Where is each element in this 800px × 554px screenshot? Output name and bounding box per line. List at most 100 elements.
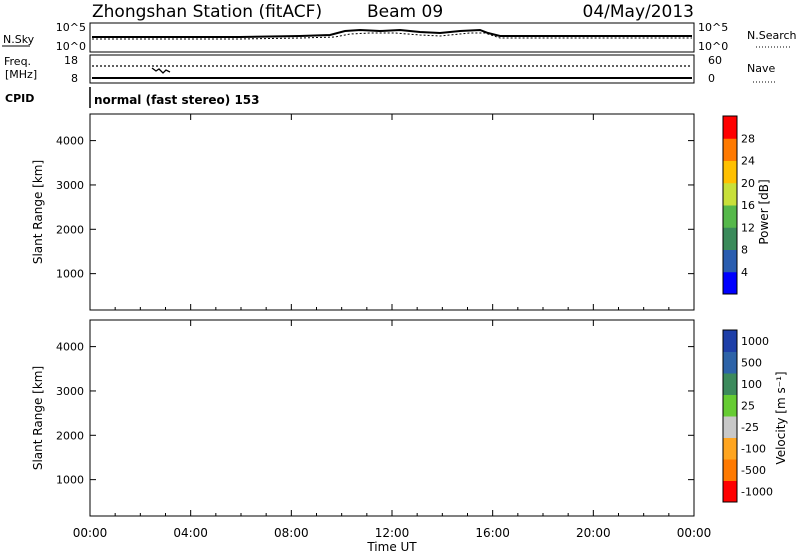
- colorbar-tick-label: 8: [741, 244, 748, 257]
- nsky-tick-top: 10^5: [56, 21, 86, 34]
- station-title: Zhongshan Station (fitACF): [92, 2, 322, 22]
- colorbar-tick-label: -25: [741, 421, 759, 434]
- colorbar-tick-label: 1000: [741, 335, 769, 348]
- colorbar-frame: [722, 115, 738, 295]
- freq-tick-bottom: 8: [71, 72, 78, 85]
- colorbar-swatch: [723, 182, 737, 206]
- echo-region: [384, 233, 398, 301]
- y-tick-label: 3000: [56, 179, 84, 192]
- colorbar-tick-label: 28: [741, 132, 755, 145]
- colorbar-tick-label: 16: [741, 199, 755, 212]
- time-tick-label: 16:00: [475, 526, 510, 540]
- colorbar-swatch: [723, 227, 737, 250]
- time-tick-label: 20:00: [576, 526, 611, 540]
- colorbar-tick-label: 4: [741, 266, 748, 279]
- velocity-colorbar: 1000 500 100 25 -25 -100 -500 -1000: [722, 329, 773, 503]
- colorbar-swatch: [723, 416, 737, 438]
- colorbar-tick-label: 100: [741, 378, 762, 391]
- colorbar-tick-label: 12: [741, 221, 755, 234]
- time-axis-labels: 00:00 04:00 08:00 12:00 16:00 20:00 00:00: [73, 526, 712, 540]
- power-colorbar: 28 24 20 16 12 8 4: [722, 115, 755, 295]
- echo-region: [568, 224, 591, 292]
- power-panel: 1000 2000 3000 4000 Slant Range [km]: [31, 113, 695, 311]
- colorbar-swatch: [723, 330, 737, 352]
- colorbar-tick-label: 24: [741, 155, 755, 168]
- echo-region: [605, 233, 622, 296]
- time-tick-label: 00:00: [677, 526, 712, 540]
- nsearch-tick-top: 10^5: [698, 21, 728, 34]
- power-echo-layer: [90, 153, 694, 305]
- echo-region: [356, 404, 387, 502]
- freq-tick-top: 18: [64, 54, 78, 67]
- echo-region: [271, 153, 380, 243]
- colorbar-swatch: [723, 160, 737, 184]
- nsky-label: N.Sky: [3, 33, 35, 46]
- nave-label: Nave: [747, 62, 775, 75]
- colorbar-tick-label: -100: [741, 442, 766, 455]
- velocity-panel: 1000 2000 3000 4000 Slant Range [km]: [31, 319, 695, 517]
- echo-region: [100, 202, 136, 239]
- time-tick-label: 08:00: [274, 526, 309, 540]
- colorbar-tick-label: -1000: [741, 485, 773, 498]
- echo-region: [102, 408, 179, 445]
- time-tick-label: 00:00: [73, 526, 108, 540]
- velocity-echo-layer: [90, 359, 694, 511]
- echo-region: [502, 413, 549, 485]
- power-y-axis-label: Slant Range [km]: [31, 160, 45, 264]
- nave-dip-marks: [151, 67, 171, 74]
- y-tick-label: 2000: [56, 429, 84, 442]
- y-tick-label: 3000: [56, 385, 84, 398]
- colorbar-swatch: [723, 116, 737, 139]
- colorbar-swatch: [723, 271, 737, 295]
- nsearch-tick-bottom: 10^0: [698, 40, 728, 53]
- echo-region: [100, 461, 131, 502]
- time-tick-label: 04:00: [173, 526, 208, 540]
- colorbar-tick-label: 20: [741, 177, 755, 190]
- y-tick-label: 4000: [56, 341, 84, 354]
- echo-region: [633, 247, 647, 296]
- nsky-tick-bottom: 10^0: [56, 40, 86, 53]
- colorbar-swatch: [723, 138, 737, 161]
- cpid-label: CPID: [5, 92, 34, 105]
- echo-region: [658, 404, 679, 440]
- date-label: 04/May/2013: [583, 2, 695, 22]
- velocity-colorbar-title: Velocity [m s⁻¹]: [774, 371, 788, 464]
- time-axis-title: Time UT: [366, 540, 417, 554]
- freq-unit-label: [MHz]: [5, 68, 37, 81]
- cpid-value: normal (fast stereo) 153: [94, 93, 260, 107]
- echo-region: [412, 224, 433, 287]
- echo-region: [462, 215, 513, 292]
- velocity-y-axis-label: Slant Range [km]: [31, 366, 45, 470]
- nave-tick-bottom: 0: [708, 72, 715, 85]
- freq-label: Freq.: [4, 55, 31, 68]
- echo-region: [661, 202, 679, 296]
- colorbar-tick-label: -500: [741, 464, 766, 477]
- colorbar-swatch: [723, 437, 737, 460]
- echo-region: [681, 224, 694, 301]
- y-tick-label: 4000: [56, 135, 84, 148]
- y-tick-label: 2000: [56, 223, 84, 236]
- colorbar-swatch: [723, 205, 737, 228]
- nsearch-label: N.Search: [747, 29, 797, 42]
- echo-region: [140, 211, 153, 239]
- colorbar-swatch: [723, 480, 737, 503]
- colorbar-tick-label: 500: [741, 356, 762, 369]
- colorbar-swatch: [723, 249, 737, 273]
- echo-region: [530, 215, 543, 274]
- time-tick-label: 12:00: [375, 526, 410, 540]
- echo-region: [97, 282, 322, 305]
- echo-region: [316, 247, 362, 305]
- nave-tick-top: 60: [708, 54, 722, 67]
- freq-panel: Freq. [MHz] 18 8 60 0 Nave: [4, 54, 775, 85]
- nsky-panel: N.Sky 10^5 10^0 10^5 10^0 N.Search: [2, 21, 797, 53]
- colorbar-swatch: [723, 373, 737, 395]
- y-tick-label: 1000: [56, 268, 84, 281]
- colorbar-frame: [722, 329, 738, 503]
- nsearch-trace: [92, 32, 692, 40]
- nsky-trace: [92, 28, 692, 38]
- colorbar-swatch: [723, 394, 737, 417]
- y-tick-label: 1000: [56, 474, 84, 487]
- beam-label: Beam 09: [367, 2, 443, 22]
- colorbar-swatch: [723, 459, 737, 481]
